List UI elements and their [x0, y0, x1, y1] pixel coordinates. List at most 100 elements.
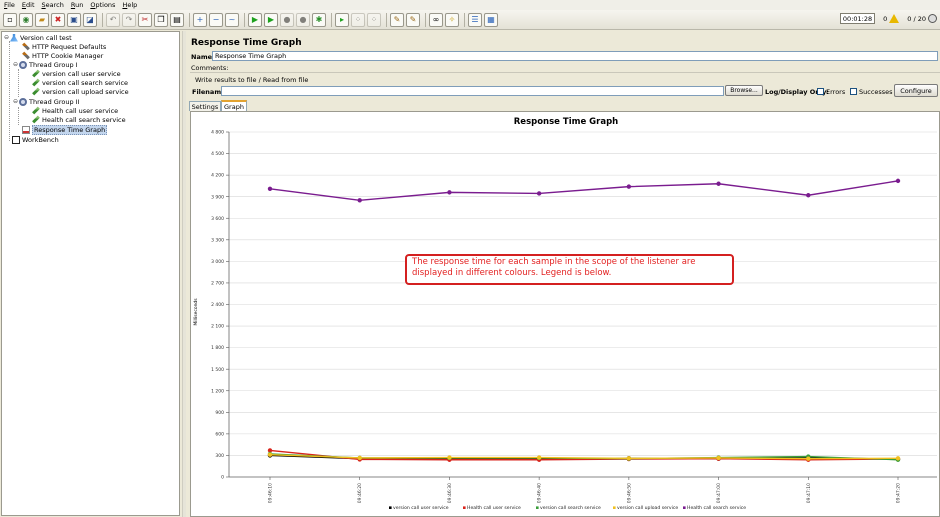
menu-options[interactable]: Options [90, 1, 116, 9]
shutdown-icon[interactable]: ● [296, 12, 310, 27]
tree-node-thread-group-1[interactable]: ⊖ Thread Group I [13, 60, 78, 69]
tree-node-label: Response Time Graph [32, 124, 108, 135]
new-icon[interactable]: ▫ [3, 12, 17, 27]
y-tick-label: 3 000 [211, 259, 224, 265]
tree-node-sampler[interactable]: Health call user service [32, 106, 118, 115]
y-tick-label: 4 800 [211, 130, 224, 136]
tree-node-label: Health call search service [42, 115, 126, 124]
chart-legend: version call user service Health call use… [389, 505, 746, 511]
tab-graph[interactable]: Graph [221, 100, 247, 111]
tree-node-http-defaults[interactable]: HTTP Request Defaults [22, 42, 106, 51]
y-tick-label: 3 300 [211, 237, 224, 243]
file-group-title: Write results to file / Read from file [195, 76, 309, 84]
start-no-pauses-icon[interactable]: ▶ [264, 12, 278, 27]
successes-checkbox[interactable] [850, 88, 857, 95]
paste-icon[interactable]: ▤ [170, 12, 184, 27]
test-plan-icon [10, 33, 18, 42]
y-axis-label: Milliseconds [193, 298, 199, 326]
tree-connector [18, 107, 19, 125]
configure-button[interactable]: Configure [894, 84, 938, 97]
x-tick-label: 09:46:50 [626, 483, 632, 503]
menu-file[interactable]: File [4, 1, 15, 9]
collapse-icon[interactable]: − [209, 12, 223, 27]
close-icon[interactable]: ✖ [51, 12, 65, 27]
test-plan-tree[interactable]: ⊖ Version call test HTTP Request Default… [1, 31, 180, 516]
tree-node-test-plan[interactable]: ⊖ Version call test [4, 33, 72, 42]
collapse-toggle-icon[interactable]: ⊖ [13, 61, 19, 68]
tree-node-cookie-manager[interactable]: HTTP Cookie Manager [22, 51, 103, 60]
undo-icon[interactable]: ↶ [106, 12, 120, 27]
reset-search-icon[interactable]: ✧ [445, 12, 459, 27]
tree-node-label: Health call user service [42, 106, 119, 115]
response-time-chart: Response Time Graph Milliseconds 0 300 600… [193, 117, 937, 511]
search-icon[interactable]: ∞ [429, 12, 443, 27]
stop-icon[interactable]: ● [280, 12, 294, 27]
errors-checkbox[interactable] [817, 88, 824, 95]
clear-icon[interactable]: ✎ [390, 12, 404, 27]
bug-icon[interactable]: ✱ [312, 12, 326, 27]
data-point [806, 456, 811, 461]
tree-node-label: Thread Group I [29, 60, 78, 69]
y-tick-label: 1 500 [211, 367, 224, 373]
errors-label: Errors [826, 88, 846, 96]
x-tick-label: 09:47:20 [896, 483, 902, 503]
templates-icon[interactable]: ◉ [19, 12, 33, 27]
tree-node-response-time-graph[interactable]: Response Time Graph [22, 124, 108, 135]
redo-icon[interactable]: ↷ [122, 12, 136, 27]
menu-search[interactable]: Search [41, 1, 64, 9]
collapse-toggle-icon[interactable]: ⊖ [13, 98, 19, 105]
y-tick-label: 2 100 [211, 324, 224, 330]
legend-swatch [683, 506, 686, 509]
tree-node-sampler[interactable]: version call search service [32, 78, 128, 87]
save-icon[interactable]: ▣ [67, 12, 81, 27]
browse-button[interactable]: Browse... [725, 85, 763, 96]
chart-series [267, 178, 901, 462]
toggle-icon[interactable]: ~ [225, 12, 239, 27]
expand-icon[interactable]: + [193, 12, 207, 27]
function-helper-icon[interactable]: ☰ [468, 12, 482, 27]
warning-icon[interactable] [889, 14, 900, 23]
toolbar-separator [189, 12, 190, 27]
copy-icon[interactable]: ❐ [154, 12, 168, 27]
tree-node-sampler[interactable]: version call upload service [32, 87, 129, 96]
menu-edit[interactable]: Edit [21, 1, 35, 9]
menu-help[interactable]: Help [122, 1, 138, 9]
toolbar-separator [464, 12, 465, 27]
tree-node-label: Version call test [20, 33, 72, 42]
filename-field[interactable] [221, 86, 724, 96]
help-icon[interactable]: ▦ [484, 12, 498, 27]
chart-grid [229, 131, 937, 478]
y-tick-label: 4 200 [211, 173, 224, 179]
tree-node-workbench[interactable]: WorkBench [12, 135, 59, 144]
tree-node-sampler[interactable]: version call user service [32, 69, 121, 78]
cut-icon[interactable]: ✂ [138, 12, 152, 27]
data-point [447, 455, 452, 460]
tree-node-thread-group-2[interactable]: ⊖ Thread Group II [13, 97, 79, 106]
legend-swatch [463, 506, 466, 509]
sampler-icon [32, 69, 40, 78]
remote-shutdown-icon[interactable]: ⁘ [367, 12, 381, 27]
tree-node-sampler[interactable]: Health call search service [32, 115, 126, 124]
series-line [269, 180, 899, 201]
clear-all-icon[interactable]: ✎ [406, 12, 420, 27]
collapse-toggle-icon[interactable]: ⊖ [4, 34, 10, 41]
save-as-icon[interactable]: ◪ [83, 12, 97, 27]
tab-settings[interactable]: Settings [189, 101, 221, 111]
menu-bar: File Edit Search Run Options Help [0, 0, 940, 10]
y-tick-label: 2 400 [211, 302, 224, 308]
successes-label: Successes [859, 88, 893, 96]
remote-stop-icon[interactable]: ⁘ [351, 12, 365, 27]
data-point [267, 448, 273, 453]
tree-node-label: WorkBench [22, 135, 59, 144]
pane-splitter[interactable] [182, 31, 186, 517]
open-icon[interactable]: ▰ [35, 12, 49, 27]
name-field[interactable]: Response Time Graph [212, 51, 938, 61]
menu-run[interactable]: Run [70, 1, 84, 9]
tree-connector [18, 69, 19, 97]
legend-label: Health call search service [687, 505, 746, 511]
start-icon[interactable]: ▶ [248, 12, 262, 27]
remote-start-icon[interactable]: ▸ [335, 12, 349, 27]
legend-swatch [613, 506, 616, 509]
tree-node-label: Thread Group II [29, 97, 80, 106]
legend-label: version call upload service [617, 505, 678, 511]
